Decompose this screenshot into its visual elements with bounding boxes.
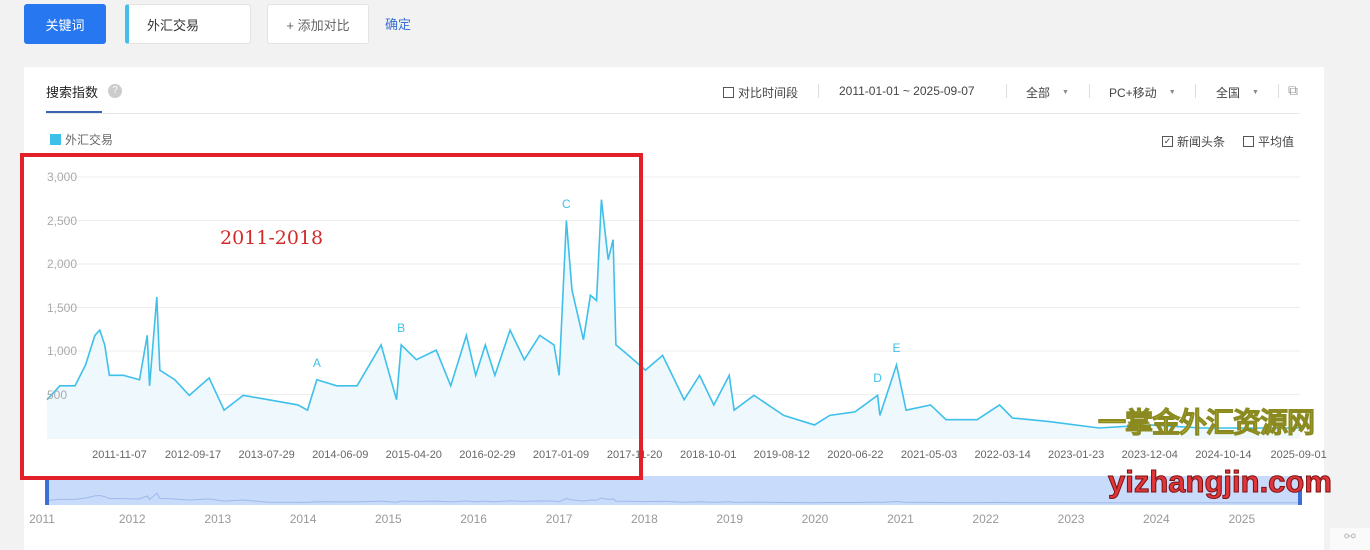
device-dropdown[interactable]: PC+移动 ▼: [1109, 84, 1176, 101]
news-headlines-checkbox[interactable]: ✓ 新闻头条: [1162, 133, 1225, 150]
x-tick-label: 2023-12-04: [1121, 449, 1178, 461]
caret-down-icon: ▼: [1168, 89, 1176, 96]
navigator-year-label: 2025: [1228, 512, 1256, 526]
separator: [818, 84, 819, 98]
navigator-year-label: 2011: [29, 512, 55, 526]
navigator-handle-right: [1298, 476, 1302, 505]
y-tick-label: 2,500: [47, 213, 78, 228]
x-tick-label: 2019-08-12: [753, 449, 810, 461]
date-range-label: 2011-01-01 ~ 2025-09-07: [839, 84, 975, 98]
navigator-year-label: 2020: [801, 512, 829, 526]
help-icon[interactable]: ?: [108, 84, 122, 98]
navigator-year-label: 2013: [204, 512, 232, 526]
x-tick-label: 2013-07-29: [238, 449, 295, 461]
navigator-year-label: 2022: [972, 512, 1000, 526]
navigator-year-label: 2023: [1057, 512, 1085, 526]
watermark-cn: 一掌金外汇资源网: [1097, 407, 1315, 439]
annotation-marker: A: [312, 355, 321, 370]
checkbox-icon: [1243, 136, 1254, 147]
compare-period-checkbox[interactable]: 对比时间段: [723, 84, 798, 101]
navigator-year-label: 2019: [716, 512, 744, 526]
news-headlines-label: 新闻头条: [1177, 135, 1226, 149]
annotation-marker: E: [892, 340, 901, 355]
x-tick-label: 2011-11-07: [92, 449, 147, 461]
legend-swatch: [50, 134, 61, 145]
y-tick-label: 1,500: [47, 300, 78, 315]
source-label: 全部: [1026, 86, 1051, 100]
y-tick-label: 3,000: [47, 170, 78, 184]
x-tick-label: 2016-02-29: [459, 449, 516, 461]
navigator-window: [47, 476, 1300, 505]
share-icon[interactable]: ⚯: [1330, 528, 1370, 550]
x-tick-label: 2021-05-03: [900, 449, 958, 461]
navigator-year-label: 2016: [460, 512, 487, 526]
navigator-year-label: 2015: [374, 512, 402, 526]
navigator-year-label: 2024: [1142, 512, 1170, 526]
red-box-label: 2011-2018: [220, 227, 324, 249]
header-divider: [46, 113, 1300, 114]
x-tick-label: 2015-04-20: [385, 449, 442, 461]
tab-active-indicator: [46, 111, 102, 113]
legend-item[interactable]: 外汇交易: [50, 131, 113, 148]
y-tick-label: 500: [47, 387, 68, 402]
annotation-marker: B: [397, 320, 406, 335]
caret-down-icon: ▼: [1062, 89, 1069, 96]
tab-search-index[interactable]: 搜索指数: [46, 85, 99, 100]
navigator-handle-left: [45, 476, 49, 505]
x-tick-label: 2012-09-17: [164, 449, 222, 461]
x-tick-label: 2017-01-09: [532, 449, 590, 461]
navigator-year-label: 2018: [631, 512, 658, 526]
compare-period-label: 对比时间段: [738, 86, 799, 100]
x-tick-label: 2024-10-14: [1195, 449, 1252, 461]
navigator-year-label: 2017: [545, 512, 573, 526]
x-tick-label: 2022-03-14: [974, 449, 1031, 461]
separator: [1195, 84, 1196, 98]
y-tick-label: 2,000: [47, 257, 78, 271]
navigator-year-label: 2021: [887, 512, 914, 526]
navigator-series: [46, 492, 1300, 504]
device-label: PC+移动: [1109, 86, 1157, 100]
x-tick-label: 2023-01-23: [1048, 449, 1105, 461]
checkbox-icon: [723, 87, 734, 98]
region-label: 全国: [1216, 86, 1241, 100]
x-tick-label: 2018-10-01: [680, 449, 737, 461]
confirm-link[interactable]: 确定: [385, 17, 412, 32]
series-line: [46, 199, 1300, 429]
separator: [1006, 84, 1007, 98]
date-range-picker[interactable]: 2011-01-01 ~ 2025-09-07: [839, 84, 975, 98]
y-tick-label: 1,000: [47, 344, 78, 358]
source-dropdown[interactable]: 全部 ▼: [1026, 84, 1069, 101]
navigator-year-label: 2014: [289, 512, 317, 526]
average-label: 平均值: [1258, 135, 1295, 149]
caret-down-icon: ▼: [1252, 89, 1259, 96]
x-tick-label: 2017-11-20: [606, 449, 663, 461]
chart-card: [24, 67, 1324, 550]
x-tick-label: 2020-06-22: [827, 449, 884, 461]
series-area: [47, 199, 1300, 438]
x-tick-label: 2025-09-01: [1270, 449, 1327, 461]
separator: [1278, 84, 1279, 98]
red-highlight-box: [20, 153, 643, 480]
navigator-year-label: 2012: [118, 512, 146, 526]
legend-label: 外汇交易: [65, 133, 114, 147]
region-dropdown[interactable]: 全国 ▼: [1216, 84, 1259, 101]
x-tick-label: 2014-06-09: [312, 449, 369, 461]
annotation-marker: C: [562, 196, 571, 211]
watermark-url: yizhangjin.com: [1108, 464, 1333, 499]
annotation-marker: D: [873, 371, 882, 386]
separator: [1089, 84, 1090, 98]
keyword-input[interactable]: 外汇交易: [125, 4, 251, 44]
checkbox-checked-icon: ✓: [1162, 136, 1173, 147]
add-compare-button[interactable]: + 添加对比: [267, 4, 369, 44]
keyword-button[interactable]: 关键词: [24, 4, 106, 44]
average-checkbox[interactable]: 平均值: [1243, 133, 1294, 150]
export-icon[interactable]: ⧉: [1288, 82, 1298, 98]
